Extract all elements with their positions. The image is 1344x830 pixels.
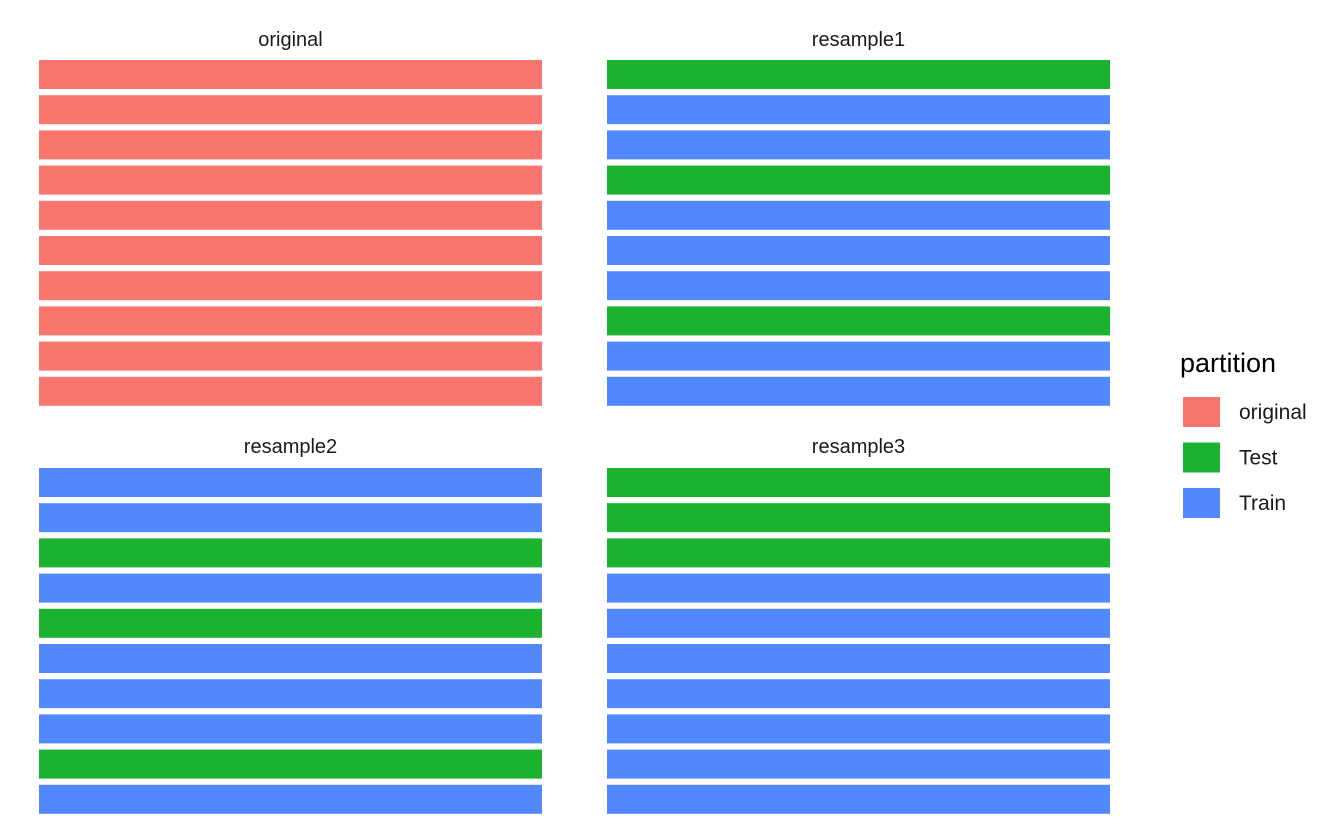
row-bar-original [39, 200, 542, 230]
row-bar-original [39, 95, 542, 125]
row-bar-train [607, 271, 1110, 301]
row-bar-train [39, 679, 542, 709]
legend-swatch [1183, 397, 1220, 427]
row-bar-train [607, 749, 1110, 779]
legend-item-test: Test [1183, 442, 1278, 473]
row-bar-train [607, 341, 1110, 371]
legend-item-original: original [1183, 397, 1307, 427]
row-bar-original [39, 271, 542, 301]
row-bar-train [607, 784, 1110, 814]
legend: partition original Test Train [1180, 348, 1307, 518]
panel-resample1: resample1 [607, 29, 1110, 406]
row-bar-original [39, 376, 542, 406]
row-bar-train [607, 130, 1110, 160]
panel-title: resample1 [812, 29, 905, 51]
panel-original: original [39, 29, 542, 406]
legend-label: Train [1239, 492, 1286, 515]
row-bar-train [607, 200, 1110, 230]
legend-label: Test [1239, 447, 1278, 470]
legend-item-train: Train [1183, 488, 1286, 518]
legend-swatch [1183, 488, 1220, 518]
legend-title: partition [1180, 348, 1276, 378]
row-bar-train [39, 503, 542, 533]
row-bar-original [39, 236, 542, 265]
row-bar-train [39, 714, 542, 744]
row-bar-test [607, 468, 1110, 497]
row-bar-train [39, 784, 542, 814]
row-bar-test [607, 503, 1110, 533]
row-bar-train [39, 573, 542, 603]
row-bar-test [607, 165, 1110, 195]
row-bar-train [39, 644, 542, 673]
row-bar-test [39, 538, 542, 568]
panel-title: resample2 [244, 436, 337, 458]
row-bar-train [607, 236, 1110, 265]
row-bar-original [39, 306, 542, 336]
row-bar-test [607, 306, 1110, 336]
legend-label: original [1239, 401, 1307, 424]
row-bar-train [607, 95, 1110, 125]
row-bar-train [607, 644, 1110, 673]
panels-group: original resample1 resample2 resample3 [39, 29, 1110, 814]
row-bar-test [607, 538, 1110, 568]
row-bar-original [39, 130, 542, 160]
row-bar-train [607, 679, 1110, 709]
row-bar-original [39, 60, 542, 89]
row-bar-train [607, 714, 1110, 744]
legend-swatch [1183, 442, 1220, 473]
row-bar-train [607, 376, 1110, 406]
panel-title: original [258, 29, 322, 51]
row-bar-train [39, 468, 542, 497]
row-bar-test [39, 749, 542, 779]
row-bar-original [39, 341, 542, 371]
panel-title: resample3 [812, 436, 905, 458]
row-bar-train [607, 608, 1110, 638]
row-bar-train [607, 573, 1110, 603]
panel-resample3: resample3 [607, 436, 1110, 814]
row-bar-original [39, 165, 542, 195]
panel-resample2: resample2 [39, 436, 542, 814]
row-bar-test [39, 608, 542, 638]
row-bar-test [607, 60, 1110, 89]
legend-entries: original Test Train [1183, 397, 1307, 518]
